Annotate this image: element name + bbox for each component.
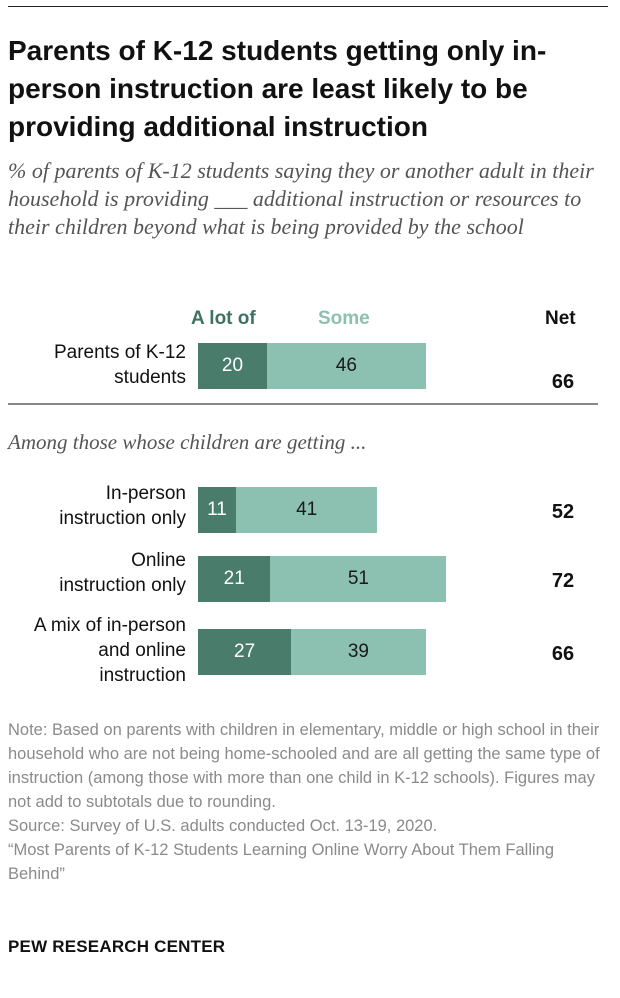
bar-a-lot-label: 20: [221, 355, 244, 376]
bar-a-lot: 21: [198, 556, 271, 602]
net-value: 66: [551, 643, 575, 665]
row-label: Parents of K-12 students: [53, 342, 186, 388]
source-text: Source: Survey of U.S. adults conducted …: [8, 817, 438, 835]
chart-subtitle: % of parents of K-12 students saying the…: [8, 158, 594, 239]
row-label: A mix of in-person and online instructio…: [33, 615, 186, 686]
bar-some-label: 41: [296, 499, 318, 520]
bar-a-lot: 20: [198, 343, 267, 389]
bar-a-lot-label: 21: [223, 568, 245, 589]
top-rule: [8, 6, 608, 7]
legend-a-lot: A lot of: [191, 308, 256, 329]
bar-a-lot-label: 27: [234, 641, 256, 662]
bar-some: 39: [291, 629, 426, 675]
legend-net: Net: [545, 308, 576, 329]
legend-some: Some: [318, 308, 370, 329]
section-divider: [8, 403, 598, 405]
footnotes: Note: Based on parents with children in …: [8, 718, 612, 886]
row-label: Online instruction only: [59, 550, 186, 596]
pew-logo: PEW RESEARCH CENTER: [8, 937, 226, 956]
chart-title: Parents of K-12 students getting only in…: [8, 35, 547, 142]
bar-some-label: 46: [335, 355, 357, 376]
bar-some: 51: [270, 556, 447, 602]
bar-a-lot: 11: [198, 487, 236, 533]
report-title: “Most Parents of K-12 Students Learning …: [8, 841, 554, 883]
row-label: In-person instruction only: [59, 483, 186, 529]
note-text: Note: Based on parents with children in …: [8, 721, 600, 811]
bar-some-label: 51: [347, 568, 369, 589]
section-label: Among those whose children are getting .…: [8, 430, 367, 454]
bar-a-lot-label: 11: [207, 499, 227, 520]
bar-some: 41: [235, 487, 378, 533]
bar-some: 46: [267, 343, 426, 389]
bar-a-lot: 27: [198, 629, 292, 675]
bar-some-label: 39: [347, 641, 369, 662]
net-value: 66: [551, 371, 575, 393]
net-value: 52: [551, 501, 575, 523]
net-value: 72: [551, 570, 575, 592]
